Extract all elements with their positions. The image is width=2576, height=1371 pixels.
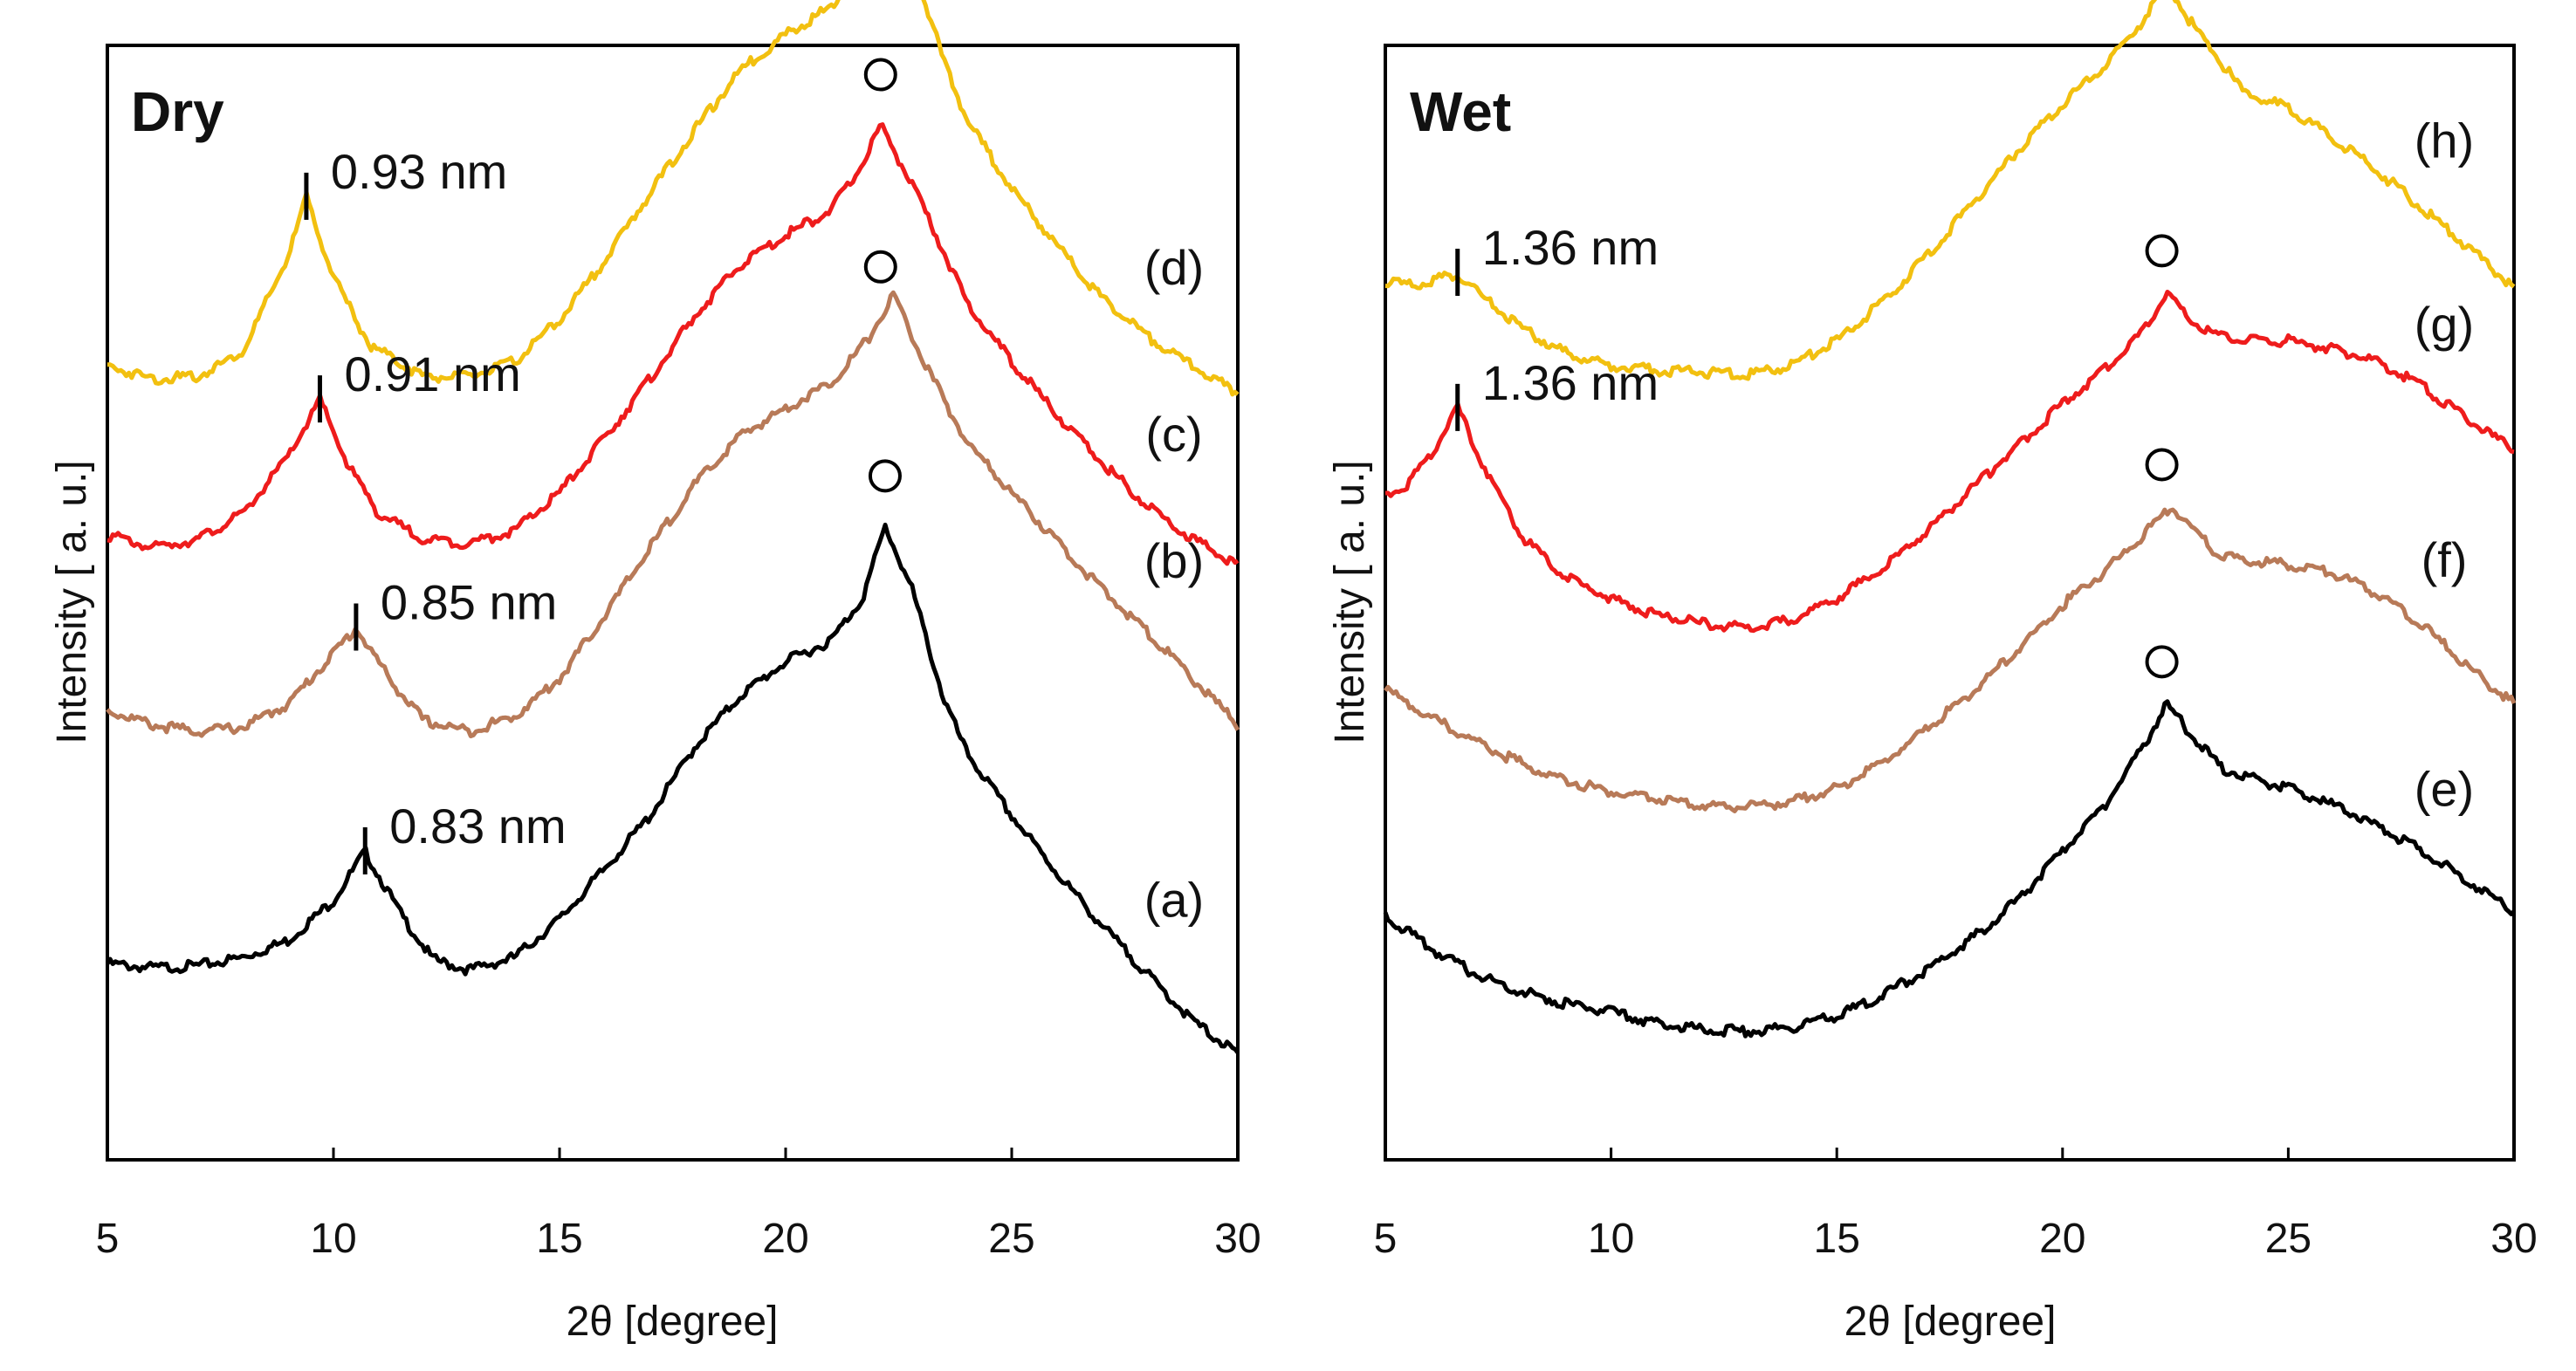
wet-x-tick-label: 10: [1588, 1216, 1634, 1262]
trace-g: [1384, 290, 2515, 634]
dry-x-axis-title: 2θ [degree]: [567, 1299, 779, 1345]
dry-x-tick-label: 5: [96, 1216, 120, 1262]
dry-x-ticks: [106, 1148, 1240, 1160]
peak-label-g: 1.36 nm: [1482, 355, 1659, 410]
peak-circle-marker: [2145, 234, 2179, 268]
peak-circle-marker: [868, 459, 902, 493]
peak-circle-marker: [2145, 645, 2179, 679]
wet-panel-title: Wet: [1410, 80, 1511, 143]
wet-x-axis-title: 2θ [degree]: [1844, 1299, 2057, 1345]
dry-plot-frame: [106, 44, 1240, 1162]
dry-x-tick-label: 15: [536, 1216, 582, 1262]
dry-x-tick-label: 10: [310, 1216, 356, 1262]
dry-y-axis-title: Intensity [ a. u.]: [49, 460, 95, 744]
wet-x-tick-labels: 5 10 15 20 25 30: [1374, 1216, 2538, 1262]
curve-label-g: (g): [2415, 297, 2474, 352]
peak-label-b: 0.85 nm: [381, 575, 557, 630]
dry-panel-title: Dry: [131, 80, 224, 143]
wet-x-tick-label: 15: [1814, 1216, 1860, 1262]
trace-c: [106, 122, 1240, 566]
dry-markers: [304, 58, 902, 875]
peak-circle-marker: [863, 58, 897, 92]
dry-x-tick-label: 20: [762, 1216, 808, 1262]
curve-label-e: (e): [2415, 762, 2474, 817]
wet-labels: 1.36 nm 1.36 nm (e) (f) (g) (h): [1482, 113, 2474, 817]
wet-x-tick-label: 25: [2265, 1216, 2312, 1262]
peak-label-d: 0.93 nm: [331, 144, 507, 199]
peak-circle-marker: [863, 250, 897, 284]
wet-x-tick-label: 5: [1374, 1216, 1398, 1262]
curve-label-d: (d): [1144, 240, 1204, 295]
peak-label-a: 0.83 nm: [389, 799, 566, 853]
curve-label-h: (h): [2415, 113, 2474, 168]
wet-x-tick-label: 30: [2490, 1216, 2537, 1262]
wet-x-ticks: [1384, 1148, 2516, 1160]
trace-h: [1384, 0, 2516, 381]
dry-x-tick-labels: 5 10 15 20 25 30: [96, 1216, 1261, 1262]
curve-label-c: (c): [1145, 407, 1202, 462]
trace-b: [106, 290, 1240, 738]
peak-label-h: 1.36 nm: [1482, 220, 1659, 275]
dry-traces: [105, 0, 1240, 1054]
dry-x-tick-label: 25: [988, 1216, 1034, 1262]
wet-traces: [1383, 0, 2517, 1039]
curve-label-a: (a): [1144, 873, 1204, 928]
curve-label-f: (f): [2421, 532, 2468, 587]
wet-x-tick-label: 20: [2039, 1216, 2085, 1262]
curve-label-b: (b): [1144, 533, 1204, 588]
trace-d: [107, 0, 1240, 397]
wet-y-axis-title: Intensity [ a. u.]: [1327, 460, 1373, 744]
trace-e: [1383, 699, 2516, 1039]
wet-markers: [1455, 234, 2179, 679]
dry-x-tick-label: 30: [1214, 1216, 1261, 1262]
trace-a: [105, 522, 1240, 1054]
dry-panel: Dry 5 10 15 20 25 30 2θ [degree] Intensi…: [49, 0, 1261, 1345]
peak-circle-marker: [2145, 448, 2179, 482]
peak-label-c: 0.91 nm: [344, 346, 520, 401]
trace-f: [1383, 507, 2517, 813]
dry-labels: 0.83 nm 0.85 nm 0.91 nm 0.93 nm (a) (b) …: [331, 144, 1204, 928]
wet-plot-frame: [1384, 44, 2516, 1162]
wet-panel: Wet 5 10 15 20 25 30 2θ [degree] Intensi…: [1327, 0, 2538, 1345]
